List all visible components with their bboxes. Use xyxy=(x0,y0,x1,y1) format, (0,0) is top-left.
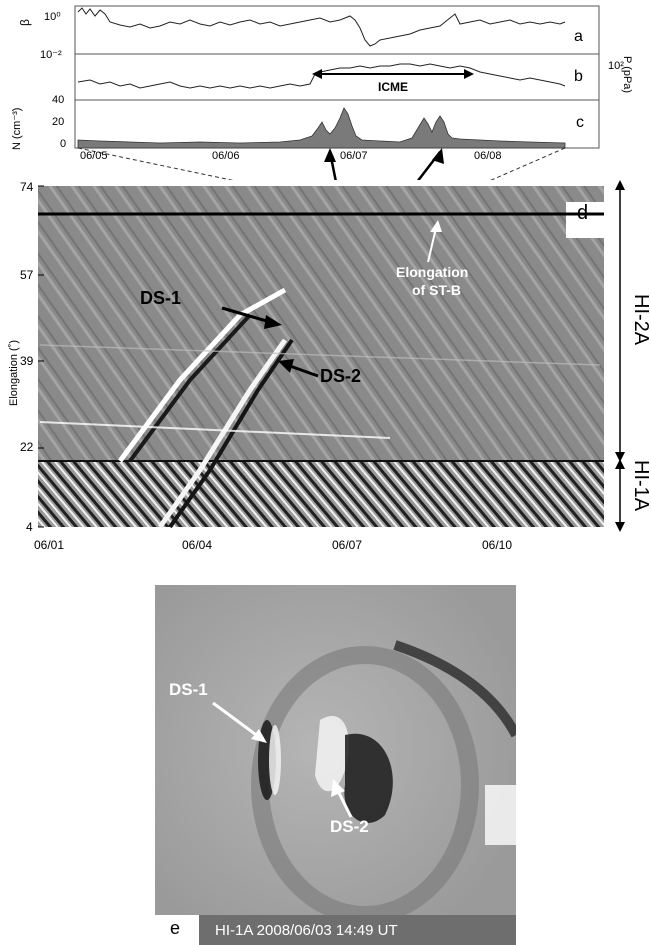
panel-e-letter: e xyxy=(170,918,181,938)
jmap-ytick-57: 57 xyxy=(20,268,34,282)
jmap-ytick-4: 4 xyxy=(26,520,33,534)
jmap-image xyxy=(38,180,625,532)
jmap-ytick-39: 39 xyxy=(20,354,34,368)
panel-b-frame xyxy=(74,53,600,101)
insitu-plot xyxy=(74,5,600,180)
elongation-label-2: of ST-B xyxy=(412,282,461,298)
coronagraph-image xyxy=(155,585,516,945)
ds2-feature xyxy=(315,716,349,792)
elong-arrow xyxy=(427,227,437,263)
link-arrow-2 xyxy=(416,151,441,180)
panel-a-frame xyxy=(74,5,600,55)
panel-a-tick-1: 10⁰ xyxy=(44,11,61,23)
faint-streak xyxy=(39,344,601,366)
jmap-hi1a-region xyxy=(38,461,604,527)
jmap-ylabel: Elongation (˚) xyxy=(8,339,20,406)
ds1-arrow xyxy=(221,306,271,324)
jmap-ds1-label: DS-1 xyxy=(140,288,182,308)
jmap-xtick-3: 06/07 xyxy=(332,538,363,552)
zoom-line-left xyxy=(77,147,234,180)
pressure-tick: 10² xyxy=(608,60,624,72)
density-area xyxy=(77,107,566,149)
ds2-arrow xyxy=(289,364,319,378)
dark-arc xyxy=(393,640,516,738)
insitu-xtick-1: 06/05 xyxy=(80,150,108,162)
e-ds1-arrow-head xyxy=(251,729,267,743)
insitu-xtick-3: 06/07 xyxy=(340,150,368,162)
e-ds1-arrow xyxy=(212,701,260,739)
panel-a-tick-2: 10⁻² xyxy=(40,49,62,61)
link-arrow-2-head xyxy=(432,148,444,164)
ds1-track xyxy=(117,287,287,463)
jmap-ytick-74: 74 xyxy=(20,180,34,194)
hi2a-label: HI-2A xyxy=(630,294,651,346)
elongation-label-1: Elongation xyxy=(396,264,469,280)
icme-arrow-left xyxy=(312,69,322,79)
e-ds2-arrow-head xyxy=(331,779,345,797)
ds2-arrow-head xyxy=(278,359,294,373)
e-ds2-label: DS-2 xyxy=(330,817,369,836)
insitu-panels: β 10⁰ 10⁻² N (cm⁻³) 40 20 0 a b c 10² P … xyxy=(0,0,651,180)
white-streak xyxy=(39,421,391,439)
beta-trace xyxy=(77,7,566,47)
dark-core xyxy=(344,733,393,824)
sun-saturated xyxy=(485,785,516,845)
icme-label: ICME xyxy=(378,80,408,94)
image-panel: DS-1 DS-2 e HI-1A 2008/06/03 14:49 UT xyxy=(155,585,516,945)
jmap-xtick-2: 06/04 xyxy=(182,538,213,552)
jmap-xtick-1: 06/01 xyxy=(34,538,65,552)
jmap-ytick-22: 22 xyxy=(20,440,34,454)
ds1-bright xyxy=(269,725,281,795)
elong-arrow-head xyxy=(430,220,442,232)
insitu-xtick-2: 06/06 xyxy=(212,150,240,162)
ds1-arrow-head xyxy=(264,315,282,329)
panel-b-letter: b xyxy=(574,68,583,85)
panel-e-box xyxy=(155,915,199,945)
panel-c-tick-40: 40 xyxy=(52,94,65,106)
panel-d-letter: d xyxy=(577,202,589,224)
pressure-axis-label: P (pPa) xyxy=(621,56,633,94)
panel-c-letter: c xyxy=(576,114,584,131)
jmap-xtick-4: 06/10 xyxy=(482,538,513,552)
e-ds1-label: DS-1 xyxy=(169,680,208,699)
link-arrow-1-head xyxy=(324,148,336,162)
panel-a-ylabel: β xyxy=(18,19,32,26)
caption-bar xyxy=(155,915,516,945)
jmap-panel: Elongation (˚) 74 57 39 22 4 06/01 06/04… xyxy=(0,180,651,565)
zoom-line-right xyxy=(490,147,566,180)
e-ds2-arrow xyxy=(335,788,353,818)
jmap-ds2-label: DS-2 xyxy=(320,366,362,386)
image-caption: HI-1A 2008/06/03 14:49 UT xyxy=(215,922,398,939)
panel-c-tick-20: 20 xyxy=(52,116,65,128)
ds1-track-shadow xyxy=(128,313,252,463)
panel-d-box xyxy=(566,202,604,238)
panel-a-letter: a xyxy=(574,28,583,45)
hi1a-label: HI-1A xyxy=(630,460,651,512)
panel-c-tick-0: 0 xyxy=(60,138,67,150)
insitu-xtick-4: 06/08 xyxy=(474,150,502,162)
jmap-hi2a-region xyxy=(38,186,604,461)
icme-arrow-right xyxy=(464,69,474,79)
panel-c-ylabel: N (cm⁻³) xyxy=(11,107,23,150)
